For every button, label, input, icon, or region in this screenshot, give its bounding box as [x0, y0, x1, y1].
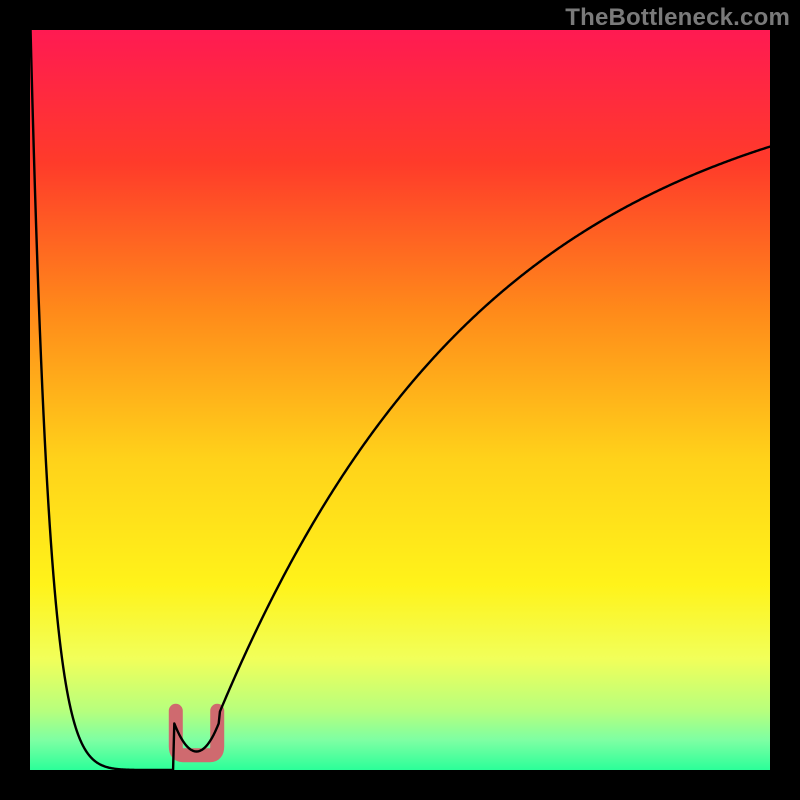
chart-stage: TheBottleneck.com [0, 0, 800, 800]
gradient-background [30, 30, 770, 770]
bottleneck-curve-chart [0, 0, 800, 800]
